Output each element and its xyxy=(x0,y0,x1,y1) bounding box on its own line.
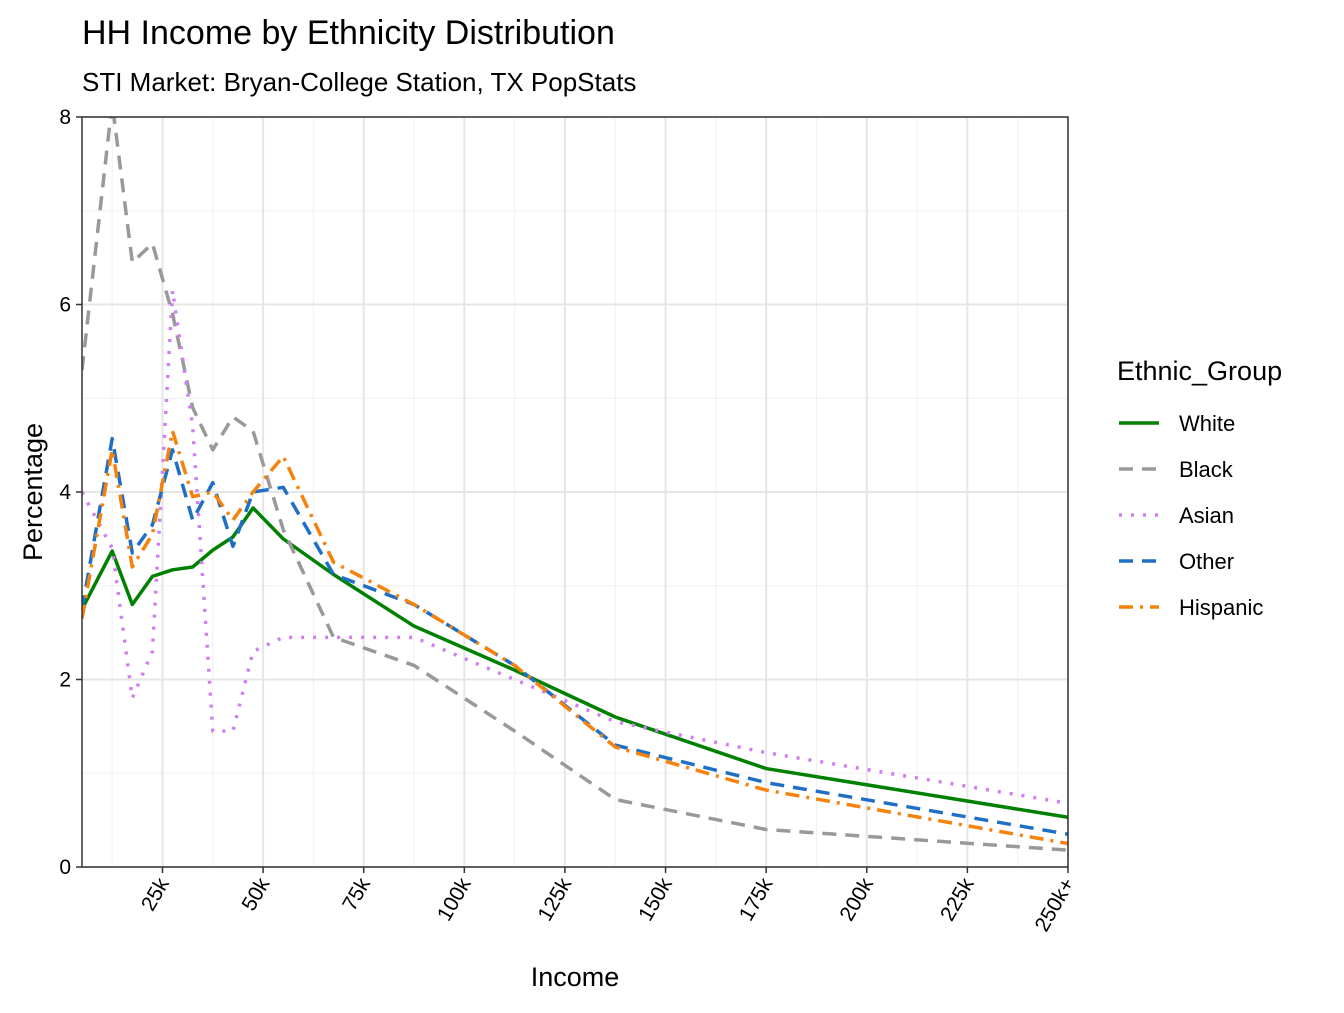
chart-subtitle: STI Market: Bryan-College Station, TX Po… xyxy=(82,67,636,97)
x-tick-label: 75k xyxy=(338,874,375,915)
y-axis-title: Percentage xyxy=(18,423,48,561)
x-tick-label: 200k xyxy=(835,874,878,925)
legend: Ethnic_Group White Black Asian Other Hispani… xyxy=(1117,356,1282,620)
legend-label: Hispanic xyxy=(1179,595,1263,620)
legend-title: Ethnic_Group xyxy=(1117,356,1282,386)
legend-label: Black xyxy=(1179,457,1234,482)
legend-label: White xyxy=(1179,411,1235,436)
x-axis-title: Income xyxy=(531,962,620,992)
series-line xyxy=(82,117,1068,852)
series-line xyxy=(82,429,1068,846)
series-line xyxy=(82,288,1068,805)
x-tick-label: 25k xyxy=(137,874,174,915)
series-line xyxy=(82,436,1068,836)
y-tick-label: 6 xyxy=(59,294,71,317)
x-tick-label: 150k xyxy=(634,874,677,925)
legend-label: Asian xyxy=(1179,503,1234,528)
series-line xyxy=(82,506,1068,820)
x-tick-label: 175k xyxy=(735,874,778,925)
grid xyxy=(82,116,1069,868)
x-tick-label: 225k xyxy=(936,874,979,925)
y-tick-label: 0 xyxy=(59,856,71,879)
y-tick-label: 8 xyxy=(59,106,71,129)
y-tick-label: 4 xyxy=(59,481,71,504)
legend-label: Other xyxy=(1179,549,1234,574)
x-tick-label: 100k xyxy=(433,874,476,925)
x-tick-label: 125k xyxy=(534,874,577,925)
lines xyxy=(82,117,1068,852)
x-tick-label: 50k xyxy=(238,874,275,915)
chart-title: HH Income by Ethnicity Distribution xyxy=(82,14,615,52)
x-tick-label: 250k+ xyxy=(1031,874,1080,936)
y-tick-label: 2 xyxy=(59,669,71,692)
